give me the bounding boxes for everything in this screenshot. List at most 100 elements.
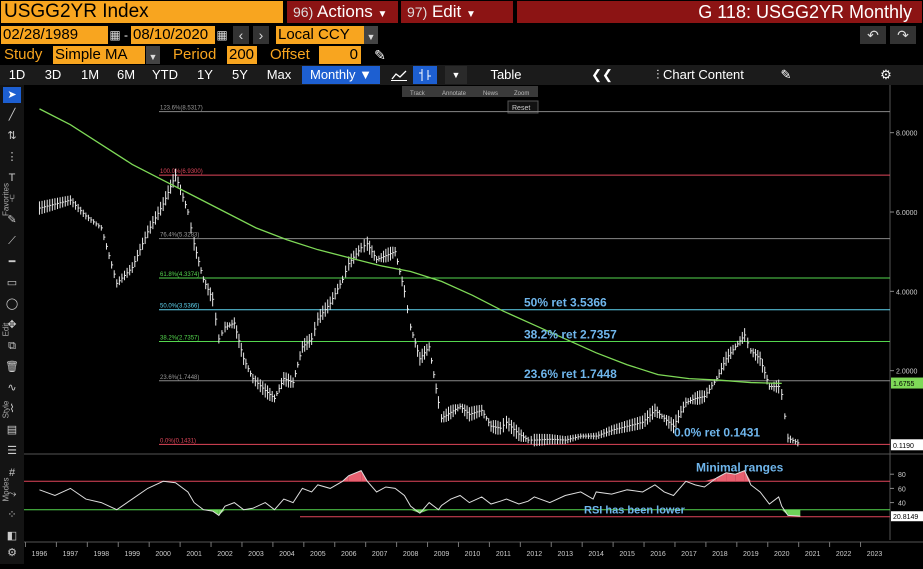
currency-select[interactable]: Local CCY xyxy=(276,26,364,44)
chart-content-button[interactable]: ⫶ Chart Content xyxy=(640,66,760,84)
date-separator: - xyxy=(124,28,128,42)
actions-label: Actions xyxy=(317,2,373,21)
rectangle-icon[interactable]: ▭ xyxy=(6,277,18,289)
ray-icon[interactable]: ⟋ xyxy=(8,235,16,247)
fib-level-label: 100.0%(6.9300) xyxy=(160,169,203,175)
x-tick-label: 2010 xyxy=(465,551,481,558)
calendar-icon[interactable]: ▦ xyxy=(216,28,228,42)
trash-icon[interactable]: 🗑 xyxy=(5,361,19,373)
x-tick-label: 2022 xyxy=(836,551,852,558)
range-1m-button[interactable]: 1M xyxy=(80,67,100,82)
next-arrow-button[interactable]: › xyxy=(253,26,269,44)
chevron-down-icon[interactable]: ▼ xyxy=(146,46,160,64)
tool-news-label[interactable]: News xyxy=(483,91,498,97)
rsi-overbought-fill xyxy=(348,470,362,482)
chart-window-title: G 118: USGG2YR Monthly xyxy=(517,1,922,23)
start-date-field[interactable]: 02/28/1989 xyxy=(1,26,108,44)
chart-content-label: Chart Content xyxy=(662,67,744,82)
frequency-select[interactable]: Monthly ▼ xyxy=(302,66,380,84)
y-tick-label: 2.0000 xyxy=(896,369,918,376)
tool-track-label[interactable]: Track xyxy=(410,91,426,97)
fib-level-label: 123.6%(8.5317) xyxy=(160,106,203,112)
x-tick-label: 2013 xyxy=(557,551,573,558)
cursor-icon[interactable]: ➤ xyxy=(3,87,21,103)
arrows-icon[interactable]: ⇅ xyxy=(7,130,17,142)
mini-tools: Track Annotate News Zoom Reset xyxy=(402,86,539,114)
period-input[interactable]: 200 xyxy=(227,46,257,64)
redo-button[interactable]: ↷ xyxy=(890,26,916,44)
edit-label: Edit xyxy=(431,2,462,21)
draw-line-icon[interactable]: ╱ xyxy=(8,109,16,121)
fib-level-label: 50.0%(3.5366) xyxy=(160,304,199,310)
grid-icon[interactable]: ▤ xyxy=(6,424,18,436)
x-tick-label: 2005 xyxy=(310,551,326,558)
rsi-y-tick-label: 40 xyxy=(898,501,906,508)
fib-level-label: 38.2%(2.7357) xyxy=(160,335,199,341)
brush-icon[interactable]: ⌇ xyxy=(9,403,15,415)
chart-annotation: 23.6% ret 1.7448 xyxy=(524,367,617,381)
list-icon[interactable]: ☰ xyxy=(7,445,17,457)
ticker-field[interactable]: USGG2YR Index xyxy=(1,1,283,23)
range-ytd-button[interactable]: YTD xyxy=(152,67,178,82)
offset-input[interactable]: 0 xyxy=(319,46,361,64)
tool-annotate-label[interactable]: Annotate xyxy=(442,91,467,97)
fib-icon[interactable]: ⋮ xyxy=(6,151,18,163)
curve-icon[interactable]: ⤳ xyxy=(7,488,17,500)
hash-icon[interactable]: # xyxy=(8,467,16,479)
pencil-icon[interactable]: ✎ xyxy=(374,47,386,63)
gear-icon[interactable]: ⚙ xyxy=(880,67,892,82)
chart-annotation: 38.2% ret 2.7357 xyxy=(524,327,617,341)
chevron-down-icon[interactable]: ▼ xyxy=(364,26,378,44)
copy-icon[interactable]: ⧉ xyxy=(8,340,16,352)
x-tick-label: 2002 xyxy=(217,551,233,558)
range-max-button[interactable]: Max xyxy=(266,67,292,82)
chart-annotation: 0.0% ret 0.1431 xyxy=(674,425,760,439)
color-icon[interactable]: ◧ xyxy=(6,530,18,542)
period-label: Period xyxy=(173,46,217,63)
move-icon[interactable]: ✥ xyxy=(7,319,17,331)
line-chart-icon[interactable] xyxy=(387,66,411,84)
pen-icon[interactable]: ✎ xyxy=(7,214,17,226)
calendar-icon[interactable]: ▦ xyxy=(109,28,121,42)
reset-button[interactable]: Reset xyxy=(512,105,530,112)
chart-content-icon: ⫶ xyxy=(656,67,660,82)
ma-last-value-box xyxy=(891,377,923,389)
x-tick-label: 2023 xyxy=(867,551,883,558)
fib-level-label: 61.8%(4.3374) xyxy=(160,272,199,278)
chart-area[interactable]: Track Annotate News Zoom Reset 123.6%(8.… xyxy=(24,85,923,564)
previous-arrow-button[interactable]: ‹ xyxy=(233,26,249,44)
table-button[interactable]: Table xyxy=(490,67,522,82)
rsi-y-tick-label: 60 xyxy=(898,486,906,493)
gear-icon[interactable]: ⚙ xyxy=(7,547,17,559)
study-select[interactable]: Simple MA xyxy=(53,46,145,64)
style-side-label: Style xyxy=(1,400,11,419)
edit-menu[interactable]: 97) Edit ▼ xyxy=(401,1,513,23)
undo-button[interactable]: ↶ xyxy=(860,26,886,44)
range-1y-button[interactable]: 1Y xyxy=(197,67,213,82)
collapse-double-chevron-icon[interactable]: ❮❮ xyxy=(591,67,613,82)
left-tool-panel: ➤ ╱ ⇅ ⋮ T ⑂ ✎ ⟋ ━ ▭ ◯ ✥ ⧉ 🗑 ∿ ⌇ ▤ ☰ # ⤳ … xyxy=(0,85,24,564)
x-tick-label: 2015 xyxy=(619,551,635,558)
bar-chart-icon[interactable] xyxy=(413,66,437,84)
actions-number: 96) xyxy=(293,4,314,20)
range-6m-button[interactable]: 6M xyxy=(116,67,136,82)
end-date-field[interactable]: 08/10/2020 xyxy=(131,26,215,44)
price-chart-svg[interactable]: Track Annotate News Zoom Reset 123.6%(8.… xyxy=(24,85,923,564)
x-tick-label: 2011 xyxy=(496,551,511,558)
range-3d-button[interactable]: 3D xyxy=(44,67,62,82)
actions-menu[interactable]: 96) Actions ▼ xyxy=(287,1,398,23)
price-panel: 123.6%(8.5317) 100.0%(6.9300) 76.4%(5.3283… xyxy=(24,85,923,540)
y-tick-label: 6.0000 xyxy=(896,210,918,217)
y-tick-label: 8.0000 xyxy=(896,131,918,138)
dots-icon[interactable]: ⁘ xyxy=(7,509,17,521)
text-icon[interactable]: T xyxy=(8,172,16,184)
fork-icon[interactable]: ⑂ xyxy=(8,193,16,205)
range-5y-button[interactable]: 5Y xyxy=(232,67,248,82)
tool-zoom-label[interactable]: Zoom xyxy=(514,91,529,97)
edit-chart-icon[interactable]: ✎ xyxy=(780,67,792,82)
range-1d-button[interactable]: 1D xyxy=(8,67,26,82)
hline-icon[interactable]: ━ xyxy=(8,256,16,268)
ellipse-icon[interactable]: ◯ xyxy=(5,298,19,310)
wave-icon[interactable]: ∿ xyxy=(7,382,17,394)
chevron-down-icon[interactable]: ▼ xyxy=(445,66,467,84)
